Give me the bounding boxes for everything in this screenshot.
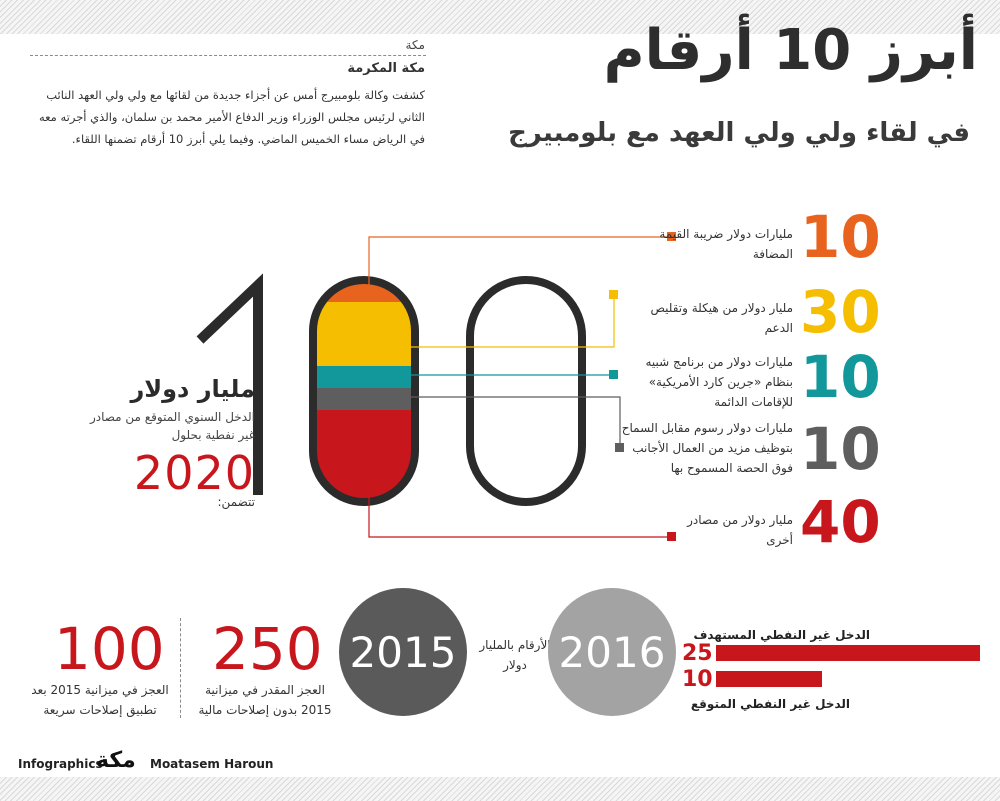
page-subtitle: في لقاء ولي ولي العهد مع بلومبيرج: [508, 118, 970, 148]
deficit-250-value: 250: [212, 615, 323, 683]
segment-gray: [313, 388, 415, 410]
digit-one-shape: [196, 273, 263, 495]
connector-yellow-dot: [609, 290, 618, 299]
breakdown-text-4: مليارات دولار رسوم مقابل السماح بتوظيف م…: [621, 421, 793, 475]
connector-red-dot: [667, 532, 676, 541]
bar-label-target: الدخل غير النفطي المستهدف: [693, 628, 870, 642]
breakdown-value-1: 10: [800, 203, 881, 271]
breakdown-value-2: 30: [800, 278, 881, 346]
stats-divider: [180, 618, 181, 718]
segment-teal: [313, 366, 415, 388]
breakdown-text-3: مليارات دولار من برنامج شبيه بنظام «جرين…: [645, 355, 793, 409]
footer-credit-label: Infographics: [18, 757, 103, 771]
segment-yellow: [313, 302, 415, 366]
connector-red: [368, 490, 672, 538]
connector-yellow: [360, 296, 615, 348]
intro-paragraph: كشفت وكالة بلومبيرج أمس عن أجزاء جديدة م…: [38, 88, 425, 146]
income-description: الدخل السنوي المتوقع من مصادر غير نفطية …: [89, 410, 255, 442]
dateline-divider: [30, 55, 426, 56]
bar-label-expected: الدخل غير النفطي المتوقع: [690, 697, 850, 711]
deficit-100-value: 100: [54, 615, 165, 683]
breakdown-text-5: مليار دولار من مصادر أخرى: [687, 513, 793, 547]
bar-expected: [716, 671, 822, 687]
connector-gray-dot: [615, 443, 624, 452]
dateline-city: مكة: [405, 38, 426, 52]
units-note: الأرقام بالمليار دولار: [479, 638, 551, 672]
footer-logo: مكة: [96, 748, 136, 773]
breakdown-text-1: مليارات دولار ضريبة القيمة المضافة: [659, 227, 793, 261]
contains-label: تتضمن:: [217, 495, 255, 509]
deficit-250-text: العجز المقدر في ميزانية 2015 بدون إصلاحا…: [198, 683, 332, 717]
breakdown-value-4: 10: [800, 415, 881, 483]
bar-value-target: 25: [682, 641, 713, 666]
connector-gray: [360, 396, 621, 447]
target-year: 2020: [133, 446, 255, 500]
zero-two-outline: [466, 276, 586, 506]
breakdown-value-3: 10: [800, 343, 881, 411]
page-title: أبرز 10 أرقام: [603, 18, 978, 83]
deficit-100-text: العجز في ميزانية 2015 بعد تطبيق إصلاحات …: [31, 683, 169, 717]
bar-value-expected: 10: [682, 667, 713, 692]
footer-hatch-band: [0, 777, 1000, 801]
connector-orange-dot: [667, 232, 676, 241]
bar-target: [716, 645, 980, 661]
capsule-segments: [313, 280, 415, 502]
year-2016-circle: 2016: [548, 588, 676, 716]
header-hatch-band: [0, 0, 1000, 34]
unit-label: مليار دولار: [130, 375, 255, 403]
zero-one-outline: [309, 276, 419, 506]
footer-credit-name: Moatasem Haroun: [150, 757, 274, 771]
breakdown-text-2: مليار دولار من هيكلة وتقليص الدعم: [650, 301, 793, 335]
year-2015-circle: 2015: [339, 588, 467, 716]
dateline-city-main: مكة المكرمة: [347, 61, 425, 76]
breakdown-value-5: 40: [800, 488, 881, 556]
connector-teal-dot: [609, 370, 618, 379]
connector-orange: [368, 236, 672, 290]
